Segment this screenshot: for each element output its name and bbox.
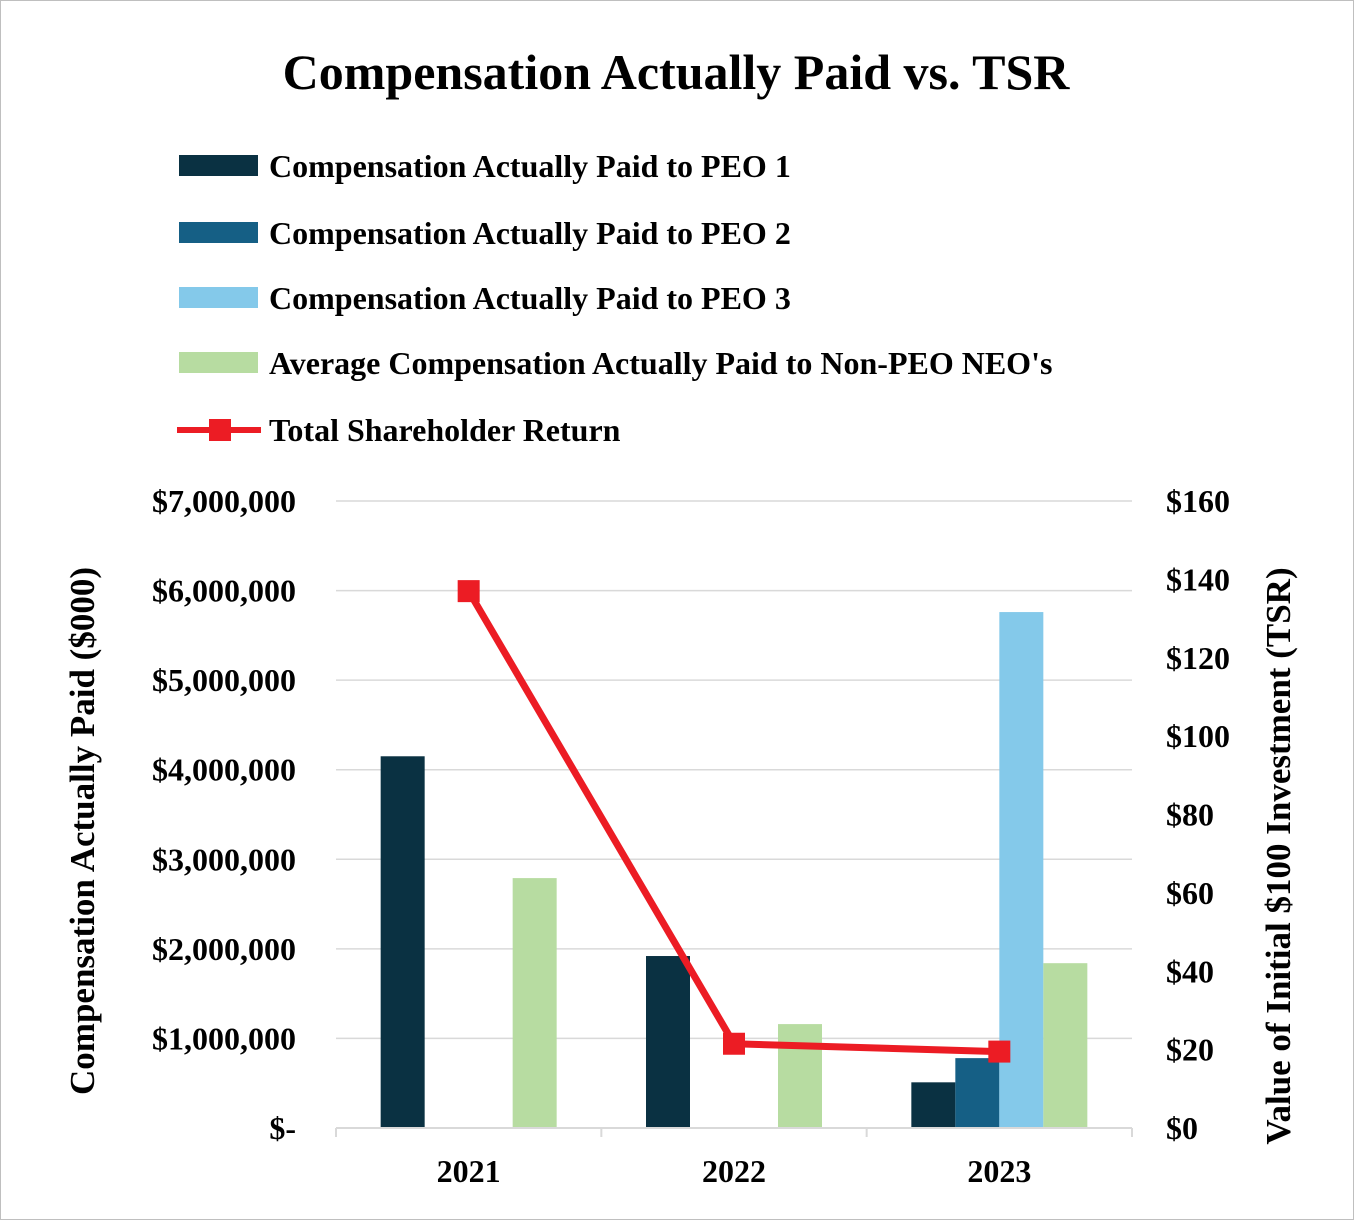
bar-2021-series-1	[380, 756, 425, 1128]
left-tick-label: $1,000,000	[152, 1020, 296, 1056]
right-tick-label: $20	[1166, 1032, 1214, 1068]
bars	[380, 612, 1088, 1128]
right-tick-label: $0	[1166, 1110, 1198, 1146]
legend-swatch-2	[179, 222, 258, 243]
legend-swatch-3	[179, 287, 258, 308]
left-tick-label: $4,000,000	[152, 752, 296, 788]
legend-label-tsr: Total Shareholder Return	[269, 412, 621, 448]
right-tick-label: $140	[1166, 561, 1230, 597]
bar-2022-series-4	[778, 1024, 822, 1128]
tsr-marker-2021	[457, 580, 480, 603]
legend-label-1: Compensation Actually Paid to PEO 1	[269, 148, 791, 184]
tsr-marker-2022	[723, 1032, 745, 1055]
legend-label-2: Compensation Actually Paid to PEO 2	[269, 215, 791, 251]
right-tick-label: $60	[1166, 875, 1214, 911]
x-tick-label-2021: 2021	[437, 1153, 501, 1189]
left-tick-label: $5,000,000	[152, 662, 296, 698]
x-tick-label-2022: 2022	[702, 1153, 766, 1189]
right-axis-ticks: $0 $20 $40 $60 $80 $100 $120 $140 $160	[1166, 483, 1230, 1146]
right-tick-label: $160	[1166, 483, 1230, 519]
legend: Compensation Actually Paid to PEO 1 Compe…	[177, 148, 1052, 448]
chart-title: Compensation Actually Paid vs. TSR	[283, 44, 1071, 100]
legend-swatch-4	[179, 352, 258, 373]
x-axis: 2021 2022 2023	[335, 1127, 1133, 1189]
x-tick-label-2023: 2023	[967, 1153, 1031, 1189]
bar-2023-series-1	[911, 1082, 956, 1128]
legend-marker-tsr	[209, 419, 231, 441]
bar-2022-series-1	[646, 956, 690, 1128]
left-axis-title: Compensation Actually Paid ($000)	[63, 567, 102, 1095]
right-axis-title: Value of Initial $100 Investment (TSR)	[1259, 567, 1298, 1144]
left-tick-label: $-	[269, 1110, 296, 1146]
left-axis-ticks: $- $1,000,000 $2,000,000 $3,000,000 $4,000,0…	[152, 483, 296, 1146]
right-tick-label: $80	[1166, 797, 1214, 833]
left-tick-label: $6,000,000	[152, 573, 296, 609]
tsr-marker-2023	[988, 1040, 1011, 1063]
bar-2021-series-4	[512, 878, 557, 1128]
bar-2023-series-4	[1043, 963, 1088, 1128]
right-tick-label: $40	[1166, 953, 1214, 989]
legend-label-4: Average Compensation Actually Paid to No…	[269, 345, 1052, 381]
left-tick-label: $7,000,000	[152, 483, 296, 519]
tsr-line-series	[457, 580, 1011, 1063]
legend-label-3: Compensation Actually Paid to PEO 3	[269, 280, 791, 316]
right-tick-label: $100	[1166, 718, 1230, 754]
left-tick-label: $3,000,000	[152, 841, 296, 877]
legend-swatch-1	[179, 155, 258, 176]
right-tick-label: $120	[1166, 640, 1230, 676]
left-tick-label: $2,000,000	[152, 931, 296, 967]
bar-2023-series-2	[955, 1058, 1000, 1128]
